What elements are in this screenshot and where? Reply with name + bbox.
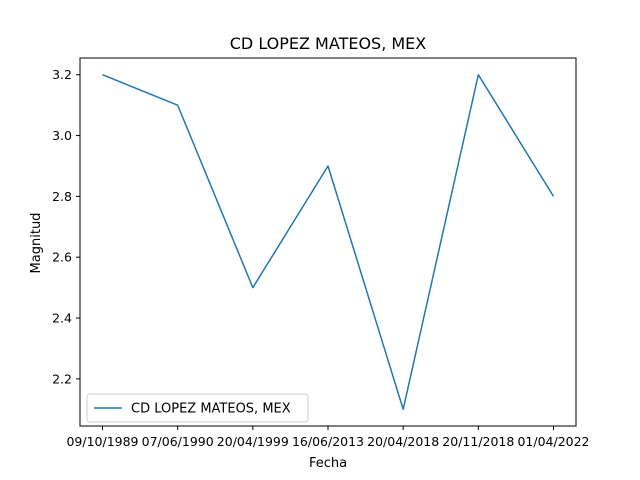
x-tick-label: 20/04/1999 (217, 434, 289, 449)
y-tick-label: 2.4 (52, 311, 72, 326)
x-tick-label: 20/11/2018 (442, 434, 514, 449)
legend: CD LOPEZ MATEOS, MEX (86, 393, 309, 423)
x-tick-label: 01/04/2022 (517, 434, 589, 449)
y-axis-label: Magnitud (29, 213, 44, 274)
y-tick-label: 3.2 (52, 67, 72, 82)
x-tick-label: 16/06/2013 (292, 434, 364, 449)
y-tick-label: 2.6 (52, 250, 72, 265)
legend-box (86, 393, 309, 423)
x-axis-ticks: 09/10/1989 07/06/1990 20/04/1999 16/06/2013… (66, 426, 590, 449)
x-tick-label: 07/06/1990 (142, 434, 214, 449)
x-tick-label: 09/10/1989 (66, 434, 138, 449)
y-tick-label: 2.8 (52, 189, 72, 204)
x-tick-label: 20/04/2018 (367, 434, 439, 449)
y-axis-ticks: 2.2 2.4 2.6 2.8 3.0 3.2 (52, 67, 80, 386)
x-axis-label: Fecha (309, 456, 347, 471)
legend-label: CD LOPEZ MATEOS, MEX (131, 402, 291, 417)
chart-title: CD LOPEZ MATEOS, MEX (230, 34, 427, 53)
series-line (102, 73, 555, 411)
y-tick-label: 3.0 (52, 128, 72, 143)
y-tick-label: 2.2 (52, 371, 72, 386)
